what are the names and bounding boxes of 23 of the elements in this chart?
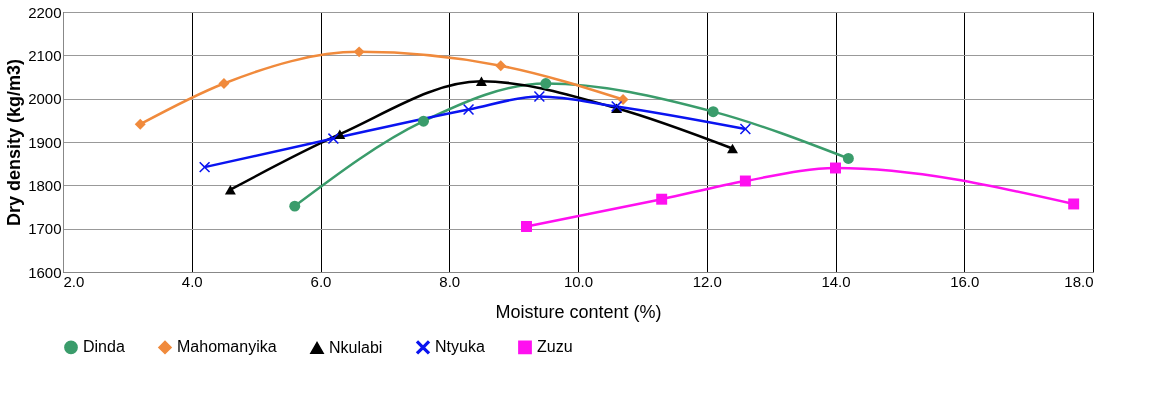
x-axis-title: Moisture content (%)	[495, 301, 662, 322]
x-tick-label: 14.0	[821, 272, 851, 290]
x-tick-label: 16.0	[950, 272, 980, 290]
x-tick-label: 2.0	[63, 272, 85, 290]
y-tick-label: 1800	[28, 176, 62, 194]
x-tick-label: 18.0	[1064, 272, 1094, 290]
x-tick-label: 10.0	[563, 272, 594, 290]
y-axis-title: Dry density (kg/m3)	[4, 58, 25, 227]
y-tick-label: 1600	[28, 263, 62, 281]
legend-label: Mahomanyika	[177, 338, 277, 356]
y-tick-label: 2200	[28, 3, 62, 21]
legend-label: Dinda	[83, 338, 125, 356]
x-tick-label: 12.0	[692, 272, 722, 290]
legend-label: Ntyuka	[435, 338, 485, 356]
x-tick-label: 6.0	[310, 272, 332, 290]
legend-label: Zuzu	[537, 338, 573, 356]
x-tick-label: 4.0	[181, 272, 203, 290]
x-tick-label: 8.0	[439, 272, 461, 290]
legend-label: Nkulabi	[329, 338, 383, 356]
y-tick-label: 2000	[28, 90, 62, 108]
y-tick-label: 2100	[28, 46, 62, 64]
y-tick-label: 1900	[28, 133, 62, 151]
y-tick-label: 1700	[28, 220, 62, 238]
